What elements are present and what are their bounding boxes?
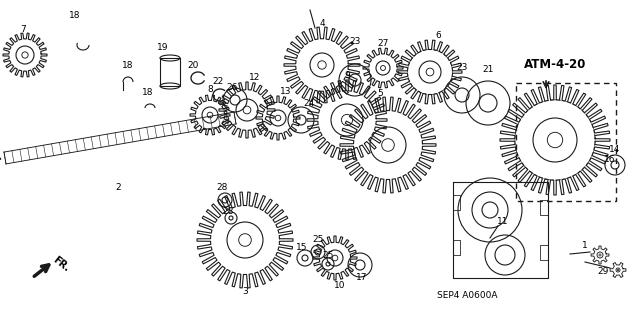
Text: 21: 21 <box>483 65 493 75</box>
Text: 25: 25 <box>323 250 333 259</box>
Text: 4: 4 <box>319 19 325 27</box>
Text: ATM-4-20: ATM-4-20 <box>524 58 586 71</box>
Bar <box>160 58 180 86</box>
Text: 16: 16 <box>604 155 616 165</box>
Text: 28: 28 <box>216 183 228 192</box>
Text: 23: 23 <box>456 63 468 72</box>
Text: 25: 25 <box>312 235 324 244</box>
Text: 14: 14 <box>609 145 621 154</box>
Text: SEP4 A0600A: SEP4 A0600A <box>436 291 497 300</box>
Text: 2: 2 <box>115 183 121 192</box>
Text: 13: 13 <box>280 87 292 97</box>
Text: 17: 17 <box>356 273 368 283</box>
Text: 12: 12 <box>250 73 260 83</box>
Text: 7: 7 <box>20 26 26 34</box>
Text: 3: 3 <box>242 287 248 296</box>
Text: 22: 22 <box>212 78 223 86</box>
Text: 27: 27 <box>378 40 388 48</box>
Text: 26: 26 <box>227 84 237 93</box>
Text: 23: 23 <box>349 38 361 47</box>
Text: 10: 10 <box>334 281 346 291</box>
Text: FR.: FR. <box>51 255 72 273</box>
Text: 18: 18 <box>142 88 154 97</box>
Text: 29: 29 <box>597 268 609 277</box>
Text: 5: 5 <box>377 88 383 98</box>
Text: 24: 24 <box>303 100 315 108</box>
Text: 6: 6 <box>435 32 441 41</box>
Text: 15: 15 <box>296 243 308 253</box>
Bar <box>516 83 616 201</box>
Text: 1: 1 <box>582 241 588 249</box>
Text: 9: 9 <box>344 71 350 80</box>
Text: 18: 18 <box>122 61 134 70</box>
Text: 11: 11 <box>497 218 509 226</box>
Text: 28: 28 <box>222 207 234 217</box>
Text: 18: 18 <box>69 11 81 20</box>
Text: 20: 20 <box>188 61 198 70</box>
Text: 19: 19 <box>157 43 169 53</box>
Text: 8: 8 <box>207 85 213 94</box>
